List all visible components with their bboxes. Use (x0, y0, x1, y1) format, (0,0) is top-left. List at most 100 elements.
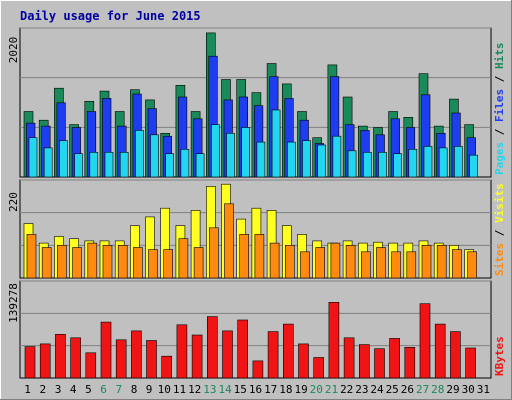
bar-requests-pages-day-18 (286, 141, 296, 178)
bar-requests-pages-day-13 (211, 124, 220, 178)
day-label-10: 10 (158, 383, 171, 396)
day-label-23: 23 (355, 383, 368, 396)
bar-requests-pages-day-25 (393, 153, 402, 178)
day-label-12: 12 (188, 383, 201, 396)
day-label-7: 7 (115, 383, 122, 396)
bar-visits-sites-day-27 (421, 245, 432, 279)
bar-requests-pages-day-12 (195, 153, 205, 178)
bar-kbytes-kbytes-day-27 (419, 303, 431, 379)
day-label-1: 1 (24, 383, 31, 396)
bar-kbytes-kbytes-day-2 (39, 343, 51, 379)
bar-requests-pages-day-28 (438, 147, 448, 178)
day-axis-labels: 1 2 3 4 5 6 7 8 9 10 11 12 13 14 15 16 17 18 19 20 21 22 23 24 2… (24, 383, 490, 396)
chart-title: Daily usage for June 2015 (20, 9, 201, 23)
day-label-6: 6 (100, 383, 107, 396)
legend-visits: Visits (493, 183, 506, 223)
bar-kbytes-kbytes-day-25 (389, 338, 400, 379)
day-label-21: 21 (325, 383, 338, 396)
panel-kbytes-ymax-label: 139278 (7, 283, 20, 323)
bar-kbytes-kbytes-day-28 (434, 323, 446, 379)
bar-visits-sites-day-18 (284, 245, 295, 279)
bar-kbytes-kbytes-day-21 (328, 301, 340, 379)
panel-kbytes: 139278 KBytes (7, 280, 506, 379)
bar-requests-pages-day-15 (241, 127, 250, 178)
bar-visits-sites-day-10 (163, 249, 173, 279)
bar-visits-sites-day-21 (330, 242, 341, 279)
bar-kbytes-kbytes-day-14 (222, 330, 233, 379)
bar-requests-pages-day-6 (104, 152, 114, 178)
legend-separator: / (493, 223, 506, 243)
day-label-8: 8 (131, 383, 138, 396)
bar-requests-pages-day-10 (165, 153, 174, 178)
day-label-17: 17 (264, 383, 277, 396)
day-label-2: 2 (39, 383, 46, 396)
bar-requests-pages-day-9 (150, 134, 159, 178)
bar-visits-sites-day-7 (117, 245, 128, 279)
bar-visits-sites-day-14 (224, 203, 234, 279)
legend-hits: Hits (493, 43, 506, 70)
bar-visits-sites-day-24 (376, 247, 386, 279)
legend-separator: / (493, 69, 506, 89)
bar-visits-sites-day-19 (300, 251, 310, 279)
day-label-14: 14 (218, 383, 232, 396)
bar-requests-pages-day-24 (378, 152, 387, 178)
bar-requests-pages-day-29 (454, 146, 463, 178)
bar-visits-sites-day-4 (72, 247, 82, 279)
panel-requests: 2020 Pages / Files / Hits (7, 27, 506, 178)
bar-requests-pages-day-30 (469, 154, 478, 178)
day-label-29: 29 (446, 383, 459, 396)
bar-visits-sites-day-12 (193, 247, 204, 279)
bar-kbytes-kbytes-day-4 (70, 337, 81, 379)
legend-separator: / (493, 122, 506, 142)
bar-visits-sites-day-2 (41, 247, 52, 279)
bar-visits-sites-day-23 (360, 251, 371, 279)
bar-kbytes-kbytes-day-22 (343, 337, 355, 379)
bar-requests-pages-day-5 (89, 152, 99, 178)
bar-requests-pages-day-27 (423, 146, 433, 178)
day-label-19: 19 (294, 383, 307, 396)
bar-visits-sites-day-1 (26, 234, 37, 279)
bar-kbytes-kbytes-day-17 (267, 331, 279, 379)
day-label-25: 25 (386, 383, 399, 396)
bar-requests-pages-day-4 (74, 153, 83, 178)
bar-kbytes-kbytes-day-10 (161, 355, 172, 379)
bar-kbytes-kbytes-day-26 (404, 346, 416, 379)
day-label-9: 9 (146, 383, 153, 396)
bar-requests-pages-day-19 (302, 140, 311, 178)
bar-visits-sites-day-26 (406, 251, 417, 279)
bar-kbytes-kbytes-day-23 (358, 344, 370, 379)
bar-requests-pages-day-2 (43, 147, 53, 178)
day-label-15: 15 (234, 383, 247, 396)
legend-pages: Pages (493, 142, 506, 175)
panel-requests-ymax-label: 2020 (7, 37, 20, 64)
bar-visits-sites-day-20 (315, 247, 326, 279)
bar-kbytes-kbytes-day-13 (207, 316, 218, 379)
bar-kbytes-kbytes-day-29 (450, 331, 461, 379)
legend-sites: Sites (493, 243, 506, 276)
day-label-4: 4 (70, 383, 77, 396)
bar-requests-pages-day-21 (332, 135, 342, 178)
bar-visits-sites-day-15 (239, 234, 249, 279)
bar-kbytes-kbytes-day-11 (176, 324, 188, 379)
bar-visits-sites-day-28 (436, 245, 447, 279)
day-label-22: 22 (340, 383, 353, 396)
panel-kbytes-legend: KBytes (493, 336, 506, 376)
chart-panels: 2020 Pages / Files / Hits 220 Sites / Visit… (7, 27, 506, 379)
bar-kbytes-kbytes-day-7 (115, 339, 127, 379)
bar-requests-pages-day-7 (119, 152, 129, 178)
day-label-16: 16 (249, 383, 262, 396)
day-label-18: 18 (279, 383, 292, 396)
bar-requests-pages-day-22 (347, 150, 357, 178)
bar-visits-sites-day-11 (178, 238, 189, 279)
bar-requests-pages-day-3 (59, 140, 68, 178)
bar-visits-sites-day-22 (345, 245, 356, 279)
day-label-31: 31 (477, 383, 490, 396)
bar-visits-sites-day-9 (148, 249, 158, 279)
day-label-20: 20 (310, 383, 323, 396)
bar-visits-sites-day-29 (452, 249, 462, 279)
day-label-24: 24 (370, 383, 384, 396)
bar-kbytes-kbytes-day-19 (298, 343, 309, 379)
day-label-30: 30 (462, 383, 475, 396)
bar-visits-sites-day-3 (57, 245, 67, 279)
